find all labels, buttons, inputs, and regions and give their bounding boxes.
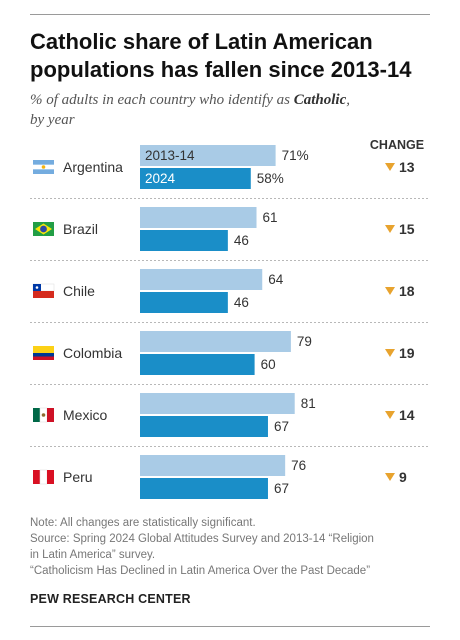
flag-stripe: [33, 356, 54, 360]
subtitle-punct: ,: [346, 92, 350, 108]
report-title: “Catholicism Has Declined in Latin Ameri…: [30, 565, 371, 577]
change-down-arrow: [385, 473, 395, 481]
data-label-2024: 60: [261, 357, 276, 372]
subtitle-emphasis: Catholic: [293, 92, 347, 108]
change-down-arrow: [385, 163, 395, 171]
bar-2024: [140, 478, 268, 499]
category-label: Argentina: [63, 159, 123, 175]
data-label-2013-14: 71%: [282, 148, 309, 163]
bottom-rule: [30, 626, 430, 627]
bar-2013-14: [140, 455, 286, 476]
flag-peru: [33, 469, 54, 485]
flag-mexico: [33, 407, 54, 423]
change-value: 14: [399, 407, 415, 423]
data-label-2024: 67: [274, 419, 289, 434]
flag-globe: [40, 225, 47, 233]
bar-2024: [140, 354, 255, 375]
chart-notes: Note: All changes are statistically sign…: [30, 515, 440, 579]
chart-title: Catholic share of Latin American populat…: [30, 28, 430, 84]
flag-stripe: [33, 470, 40, 484]
subtitle-line-2: by year: [30, 112, 75, 128]
source-line-1: Source: Spring 2024 Global Attitudes Sur…: [30, 533, 374, 545]
data-label-2024: 58%: [257, 171, 284, 186]
flag-brazil: [33, 222, 54, 236]
change-header: CHANGE: [370, 138, 424, 152]
data-label-2024: 46: [234, 233, 249, 248]
chart-subtitle: % of adults in each country who identify…: [30, 90, 430, 130]
source-line-2: in Latin America” survey.: [30, 549, 156, 561]
category-label: Colombia: [63, 345, 122, 361]
flag-chile: [32, 283, 55, 298]
data-label-2013-14: 61: [263, 210, 278, 225]
change-value: 15: [399, 221, 415, 237]
flag-stripe: [47, 470, 54, 484]
title-line-2: populations has fallen since 2013-14: [30, 57, 412, 82]
data-label-2024: 46: [234, 295, 249, 310]
flag-argentina: [33, 160, 54, 174]
legend-label-2013-14: 2013-14: [145, 148, 195, 163]
note-text: Note: All changes are statistically sign…: [30, 517, 256, 529]
bar-2013-14: [140, 145, 276, 166]
flag-colombia: [33, 346, 54, 360]
bar-2013-14: [140, 331, 291, 352]
change-value: 18: [399, 283, 415, 299]
change-down-arrow: [385, 411, 395, 419]
bar-2013-14: [140, 269, 263, 290]
category-label: Brazil: [63, 221, 98, 237]
data-label-2013-14: 64: [268, 272, 284, 287]
flag-stripe: [47, 408, 54, 422]
category-label: Mexico: [63, 407, 108, 423]
bar-2024: [140, 230, 228, 251]
bar-chart: CHANGE 71% 58% 2013-14 2024 Argentina 13 61 46 Br…: [30, 138, 430, 499]
flag-stripe: [33, 346, 54, 353]
change-down-arrow: [385, 287, 395, 295]
bar-2024: [140, 292, 228, 313]
flag-stripe: [33, 291, 54, 298]
bar-2024: [140, 416, 268, 437]
legend-label-2024: 2024: [145, 171, 176, 186]
bar-2013-14: [140, 207, 257, 228]
flag-stripe: [33, 408, 40, 422]
data-label-2024: 67: [274, 481, 289, 496]
data-label-2013-14: 81: [301, 396, 316, 411]
flag-star: [35, 286, 39, 289]
change-value: 13: [399, 159, 415, 175]
change-value: 9: [399, 469, 407, 485]
category-label: Peru: [63, 469, 93, 485]
data-label-2013-14: 76: [291, 458, 306, 473]
change-down-arrow: [385, 349, 395, 357]
flag-emblem: [41, 413, 46, 417]
flag-stripe: [39, 469, 48, 485]
subtitle-text: % of adults in each country who identify…: [30, 92, 294, 108]
top-rule: [30, 14, 430, 15]
title-line-1: Catholic share of Latin American: [30, 29, 373, 54]
bar-2013-14: [140, 393, 295, 414]
change-value: 19: [399, 345, 415, 361]
category-label: Chile: [63, 283, 95, 299]
bar-2024: [140, 168, 251, 189]
change-down-arrow: [385, 225, 395, 233]
brand-name: PEW RESEARCH CENTER: [30, 592, 191, 606]
flag-sun: [41, 165, 46, 169]
data-label-2013-14: 79: [297, 334, 312, 349]
flag-stripe: [33, 353, 54, 357]
